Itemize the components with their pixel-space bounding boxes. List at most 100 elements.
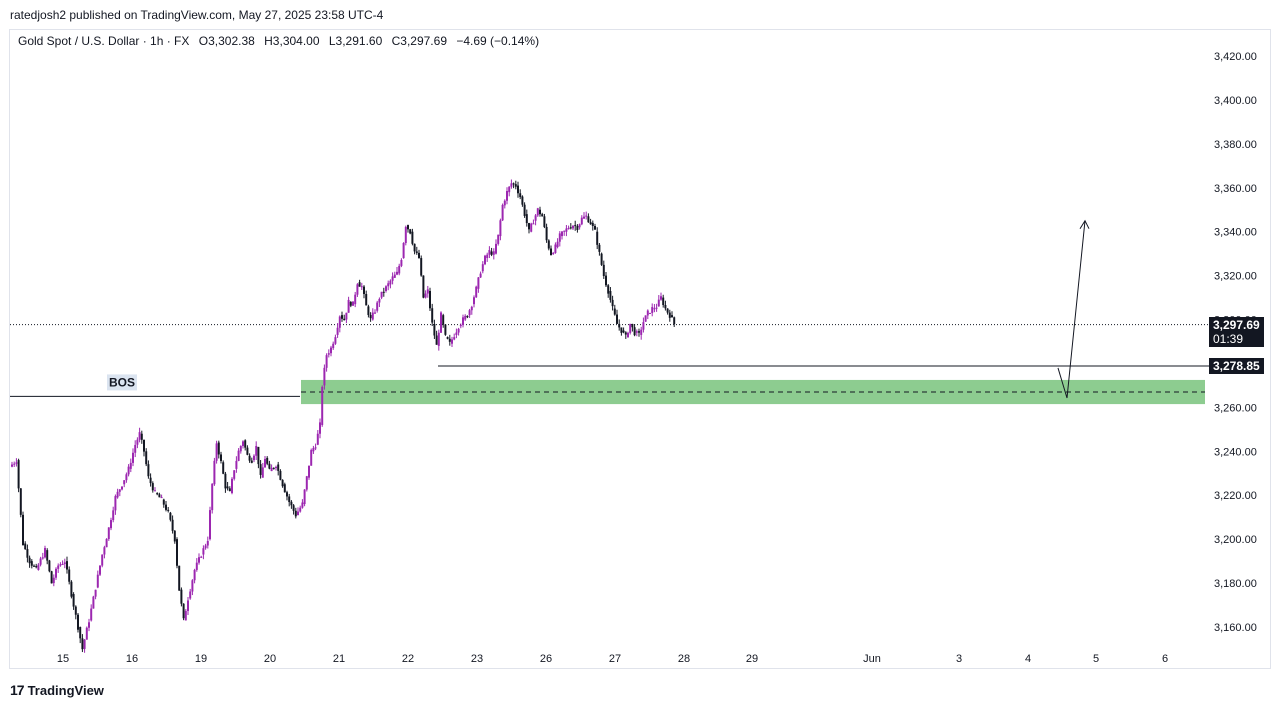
chart-frame (9, 29, 1271, 669)
candle-body (530, 223, 533, 232)
candle-body (646, 310, 649, 316)
x-tick-label: 19 (195, 653, 207, 665)
candle-body (55, 568, 57, 578)
candle-body (275, 466, 277, 469)
candle-body (514, 184, 517, 187)
candle-body (151, 483, 154, 491)
candle-body (270, 467, 273, 472)
candle-body (429, 290, 431, 309)
candle-body (99, 565, 101, 575)
y-tick-label: 3,180.00 (1214, 578, 1257, 590)
candle-body (336, 327, 339, 335)
candle-body (136, 439, 139, 445)
publisher-line: ratedjosh2 published on TradingView.com,… (10, 8, 384, 22)
candle-body (70, 581, 73, 597)
candle-body (433, 323, 436, 336)
candle-body (508, 186, 511, 193)
candle-body (495, 243, 497, 254)
candle-body (426, 289, 429, 294)
candle-body (321, 386, 324, 425)
candle-body (620, 327, 623, 333)
brand-name: TradingView (27, 682, 104, 698)
candle-body (486, 254, 489, 259)
candle-body (15, 462, 18, 464)
candle-body (35, 566, 38, 568)
candle-body (358, 282, 361, 287)
candle-body (189, 591, 192, 599)
candle-body (110, 520, 112, 529)
candle-body (512, 183, 515, 185)
candle-body (376, 302, 379, 311)
candle-body (510, 183, 513, 187)
candle-body (343, 318, 346, 321)
candle-body (422, 275, 425, 298)
candle-body (332, 343, 335, 349)
candle-body (17, 460, 20, 489)
legend-low: L3,291.60 (328, 34, 383, 48)
candle-body (464, 315, 467, 320)
candle-body (143, 439, 145, 452)
candle-body (668, 312, 671, 318)
candle-body (105, 538, 108, 548)
candle-body (457, 328, 460, 333)
candle-body (134, 444, 137, 453)
x-tick-label: 6 (1162, 653, 1168, 665)
candle-body (138, 432, 141, 440)
candle-body (519, 193, 522, 198)
candle-body (475, 286, 478, 298)
candle-body (233, 470, 236, 479)
candle-body (244, 440, 247, 448)
candle-body (565, 228, 568, 232)
candle-body (611, 299, 614, 307)
x-tick-label: 27 (609, 653, 621, 665)
projection-arrowhead-icon (1079, 219, 1090, 229)
candle-body (308, 465, 310, 478)
candle-body (118, 489, 121, 492)
candle-body (666, 308, 669, 313)
candle-body (52, 577, 55, 584)
candle-body (653, 308, 656, 310)
y-tick-label: 3,220.00 (1214, 490, 1257, 502)
candle-body (382, 291, 385, 293)
legend-high: H3,304.00 (264, 34, 320, 48)
candle-body (209, 510, 211, 540)
x-tick-label: 3 (956, 653, 962, 665)
candle-body (182, 603, 185, 619)
candle-body (239, 446, 242, 452)
candle-body (96, 574, 99, 588)
x-tick-label: 29 (746, 653, 758, 665)
x-tick-label: 20 (264, 653, 276, 665)
candle-body (11, 464, 13, 467)
tradingview-brand[interactable]: 17 TradingView (10, 682, 104, 698)
legend-symbol[interactable]: Gold Spot / U.S. Dollar · 1h · FX (18, 34, 190, 48)
candle-body (156, 493, 159, 495)
candle-body (572, 225, 574, 229)
candle-body (631, 323, 634, 328)
symbol-legend: Gold Spot / U.S. Dollar · 1h · FX O3,302… (18, 34, 545, 48)
candle-body (341, 315, 343, 319)
candle-body (543, 216, 546, 227)
candle-body (72, 594, 75, 607)
candle-body (596, 231, 599, 245)
candle-body (541, 214, 544, 217)
candle-body (101, 554, 104, 566)
candle-body (418, 252, 420, 259)
x-tick-label: 22 (402, 653, 414, 665)
candle-body (622, 330, 625, 333)
candle-body (462, 317, 464, 325)
candle-body (673, 317, 676, 325)
candle-body (178, 565, 181, 591)
candle-body (523, 204, 526, 216)
candle-body (545, 226, 548, 241)
candle-body (563, 230, 566, 232)
candle-body (585, 215, 588, 217)
candle-body (369, 314, 372, 319)
candle-body (627, 332, 629, 338)
candle-body (90, 608, 93, 621)
x-tick-label: 23 (471, 653, 483, 665)
candle-body (466, 315, 469, 318)
bos-label: BOS (109, 375, 135, 389)
candle-body (613, 308, 616, 315)
candle-body (127, 466, 130, 475)
